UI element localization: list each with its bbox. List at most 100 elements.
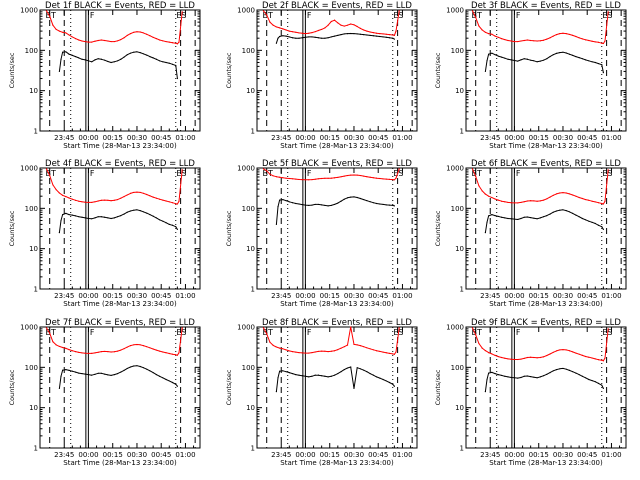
data-point xyxy=(602,203,604,205)
data-point xyxy=(504,375,506,377)
x-tick-label: 23:45 xyxy=(480,451,500,459)
data-point xyxy=(279,176,281,178)
data-point xyxy=(314,351,316,353)
data-point xyxy=(269,341,271,343)
data-point xyxy=(542,199,545,201)
data-point xyxy=(588,356,590,358)
plot-frame xyxy=(465,167,627,290)
data-point xyxy=(536,218,538,220)
data-point xyxy=(530,39,532,42)
data-point xyxy=(133,344,135,346)
data-point xyxy=(523,39,525,42)
data-point xyxy=(139,191,141,194)
x-tick-label: 00:15 xyxy=(529,451,549,459)
x-axis-label: Start Time (28-Mar-13 23:34:00) xyxy=(489,459,603,467)
data-point xyxy=(100,58,103,60)
chart-title: Det 9f BLACK = Events, RED = LLD xyxy=(471,318,621,328)
x-tick-label: 00:00 xyxy=(295,292,315,300)
data-point xyxy=(110,374,112,377)
data-point xyxy=(321,375,323,377)
data-point xyxy=(327,24,329,26)
data-point xyxy=(379,32,381,35)
data-point xyxy=(176,77,178,80)
series-line-events xyxy=(58,365,178,389)
y-tick-label: 1000 xyxy=(446,165,464,173)
data-point xyxy=(607,169,609,171)
data-point xyxy=(584,355,587,358)
series-line-events xyxy=(484,367,604,392)
data-point xyxy=(555,52,558,54)
data-point xyxy=(398,327,400,329)
data-point xyxy=(133,365,135,367)
data-point xyxy=(602,72,604,74)
data-point xyxy=(578,37,580,39)
data-point xyxy=(298,351,300,354)
data-point xyxy=(504,38,506,41)
data-point xyxy=(324,375,326,377)
data-point xyxy=(123,196,125,198)
data-point xyxy=(533,217,535,219)
data-point xyxy=(62,31,64,33)
data-point xyxy=(353,196,355,198)
data-point xyxy=(491,353,493,355)
data-point xyxy=(330,375,332,377)
data-point xyxy=(327,177,329,179)
y-axis-label: Counts/sec xyxy=(225,369,233,405)
data-point xyxy=(523,357,525,359)
chart-title: Det 3f BLACK = Events, RED = LLD xyxy=(471,1,621,11)
plot-frame xyxy=(465,9,627,132)
data-point xyxy=(52,341,54,343)
data-point xyxy=(317,350,320,353)
data-point xyxy=(568,33,571,36)
data-point xyxy=(591,200,593,202)
data-point xyxy=(346,32,349,35)
data-point xyxy=(291,372,294,375)
data-point xyxy=(601,384,603,386)
data-point xyxy=(120,197,122,199)
data-point xyxy=(71,214,73,216)
data-point xyxy=(507,217,509,220)
data-point xyxy=(513,59,516,62)
data-point xyxy=(542,39,545,41)
data-point xyxy=(542,216,545,218)
data-point xyxy=(55,344,57,346)
data-point xyxy=(520,59,522,61)
data-point xyxy=(343,346,345,348)
data-point xyxy=(291,31,294,33)
data-point xyxy=(285,29,287,31)
data-point xyxy=(104,216,106,218)
data-point xyxy=(552,351,554,353)
data-point xyxy=(81,40,83,42)
data-point xyxy=(478,342,480,345)
data-point xyxy=(291,202,294,204)
data-point xyxy=(491,52,493,54)
data-point xyxy=(107,217,109,219)
data-point xyxy=(533,200,535,202)
x-tick-label: 00:00 xyxy=(78,292,98,300)
data-point xyxy=(350,32,352,35)
marker-annotation: BT xyxy=(45,328,55,337)
data-point xyxy=(353,174,355,176)
data-point xyxy=(330,36,332,38)
data-point xyxy=(533,356,535,359)
data-point xyxy=(546,354,548,357)
x-tick-label: 01:00 xyxy=(392,134,412,142)
data-point xyxy=(588,220,590,222)
data-point xyxy=(136,343,138,346)
data-point xyxy=(343,33,345,35)
data-point xyxy=(175,383,177,385)
data-point xyxy=(568,369,571,371)
data-point xyxy=(78,200,80,202)
data-point xyxy=(314,374,316,376)
x-tick-label: 00:45 xyxy=(151,292,171,300)
data-point xyxy=(123,348,125,350)
data-point xyxy=(353,343,355,346)
data-point xyxy=(356,174,358,176)
data-point xyxy=(523,58,525,60)
y-axis-label: Counts/sec xyxy=(8,52,16,88)
data-point xyxy=(343,175,345,177)
chart-panel-7: Det 7f BLACK = Events, RED = LLD 1 10 100 10… xyxy=(8,318,201,467)
data-point xyxy=(597,41,600,43)
data-point xyxy=(393,205,395,207)
data-point xyxy=(97,58,99,60)
